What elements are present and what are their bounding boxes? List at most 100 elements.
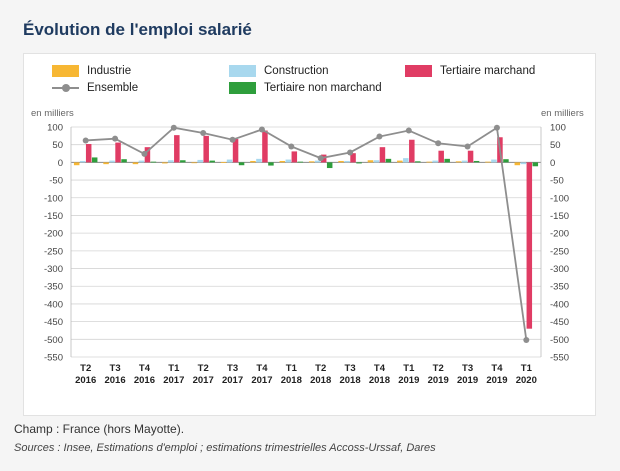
bar-industrie — [455, 161, 462, 163]
legend-label-construction: Construction — [264, 65, 329, 77]
bar-construction — [197, 159, 203, 163]
bar-tertiaire-non-marchand — [91, 157, 98, 163]
bar-tertiaire-non-marchand — [444, 158, 450, 163]
x-tick-label-year: 2020 — [516, 375, 537, 386]
legend-item-tertiaire-marchand[interactable]: Tertiaire marchand — [405, 65, 535, 77]
bar-industrie — [397, 160, 403, 163]
bar-construction — [373, 160, 380, 163]
bar-tertiaire-marchand — [467, 150, 474, 163]
legend-swatch-industrie — [52, 65, 79, 77]
y-tick-label-left: -500 — [44, 335, 63, 346]
bar-tertiaire-non-marchand — [150, 161, 157, 163]
x-tick-label-year: 2019 — [428, 375, 449, 386]
y-tick-label-left: -300 — [44, 264, 63, 275]
bar-construction — [344, 160, 350, 163]
x-tick-label-quarter: T3 — [110, 363, 121, 374]
bar-industrie — [220, 162, 227, 163]
bar-construction — [285, 159, 292, 163]
point-ensemble — [493, 124, 500, 131]
y-tick-label-left: -200 — [44, 229, 63, 240]
bar-construction — [314, 160, 321, 163]
x-tick-label-year: 2016 — [104, 375, 125, 386]
bar-industrie — [485, 161, 491, 163]
x-tick-label-quarter: T1 — [286, 363, 298, 374]
y-tick-label-right: -500 — [550, 335, 569, 346]
y-tick-label-left: -150 — [44, 211, 63, 222]
x-tick-label-year: 2019 — [457, 375, 478, 386]
y-axis-label-left: en milliers — [31, 108, 74, 119]
y-tick-label-left: 50 — [52, 140, 63, 151]
y-tick-label-left: 100 — [47, 123, 63, 134]
legend-label-tertiaire-marchand: Tertiaire marchand — [440, 65, 536, 77]
bar-tertiaire-marchand — [115, 142, 121, 163]
bar-tertiaire-marchand — [409, 139, 415, 163]
point-ensemble — [229, 136, 236, 143]
bar-tertiaire-non-marchand — [503, 159, 509, 163]
bar-construction — [226, 159, 233, 163]
y-tick-label-left: -550 — [44, 353, 63, 364]
legend-label-industrie: Industrie — [87, 65, 132, 77]
y-tick-label-left: -400 — [44, 299, 63, 310]
x-tick-label-year: 2018 — [369, 375, 390, 386]
chart-panel: Industrie Construction Tertiaire marchan… — [23, 53, 596, 416]
x-tick-label-quarter: T2 — [80, 363, 91, 374]
y-tick-label-right: -100 — [550, 193, 569, 204]
bar-industrie — [73, 162, 80, 166]
x-tick-label-year: 2019 — [398, 375, 419, 386]
x-tick-label-quarter: T1 — [168, 363, 180, 374]
legend-item-tertiaire-non-marchand[interactable]: Tertiaire non marchand — [229, 82, 382, 94]
legend-swatch-ensemble — [52, 82, 79, 94]
x-tick-label-quarter: T2 — [433, 363, 444, 374]
x-tick-label-quarter: T3 — [462, 363, 473, 374]
bar-tertiaire-non-marchand — [209, 160, 215, 163]
bar-tertiaire-non-marchand — [385, 158, 392, 163]
x-tick-label-quarter: T4 — [139, 363, 151, 374]
y-tick-label-right: -200 — [550, 229, 569, 240]
bar-tertiaire-marchand — [85, 143, 92, 163]
bar-industrie — [514, 162, 521, 166]
x-tick-label-quarter: T3 — [227, 363, 238, 374]
y-tick-label-right: -150 — [550, 211, 569, 222]
bar-tertiaire-non-marchand — [180, 160, 186, 163]
x-tick-label-quarter: T4 — [491, 363, 503, 374]
bar-industrie — [367, 160, 374, 163]
x-tick-label-year: 2017 — [251, 375, 272, 386]
bar-industrie — [279, 160, 286, 163]
y-tick-label-right: 0 — [550, 158, 555, 169]
bar-tertiaire-non-marchand — [121, 159, 127, 163]
legend-item-industrie[interactable]: Industrie — [52, 65, 131, 77]
x-tick-label-year: 2017 — [222, 375, 243, 386]
y-axis-label-right: en milliers — [541, 108, 584, 119]
y-tick-label-left: -50 — [49, 176, 63, 187]
bar-tertiaire-non-marchand — [473, 160, 480, 163]
bar-tertiaire-non-marchand — [268, 162, 274, 166]
bar-tertiaire-marchand — [203, 135, 209, 163]
bar-construction — [256, 158, 262, 163]
bar-tertiaire-non-marchand — [297, 161, 304, 163]
x-tick-label-quarter: T2 — [315, 363, 326, 374]
bar-industrie — [162, 162, 168, 164]
footer-sources: Sources : Insee, Estimations d'emploi ; … — [14, 442, 436, 454]
line-ensemble — [85, 126, 528, 341]
y-tick-label-right: -250 — [550, 246, 569, 257]
bar-tertiaire-marchand — [291, 151, 298, 163]
bar-tertiaire-non-marchand — [415, 161, 421, 163]
bar-tertiaire-marchand — [262, 130, 268, 163]
x-tick-label-quarter: T4 — [374, 363, 386, 374]
bar-construction — [403, 158, 409, 163]
y-tick-label-left: -350 — [44, 282, 63, 293]
legend-item-construction[interactable]: Construction — [229, 65, 329, 77]
y-tick-label-right: 100 — [550, 123, 566, 134]
x-tick-label-year: 2019 — [486, 375, 507, 386]
y-tick-label-right: -550 — [550, 353, 569, 364]
bar-construction — [461, 160, 468, 163]
x-tick-label-year: 2017 — [163, 375, 184, 386]
legend-item-ensemble[interactable]: Ensemble — [52, 82, 138, 94]
legend-swatch-tertiaire-non-marchand — [229, 82, 256, 94]
legend-swatch-tertiaire-marchand — [405, 65, 432, 77]
x-tick-label-quarter: T2 — [198, 363, 209, 374]
point-ensemble — [347, 149, 354, 156]
bar-tertiaire-non-marchand — [238, 162, 245, 166]
point-ensemble — [200, 130, 207, 137]
bar-tertiaire-marchand — [144, 147, 151, 163]
